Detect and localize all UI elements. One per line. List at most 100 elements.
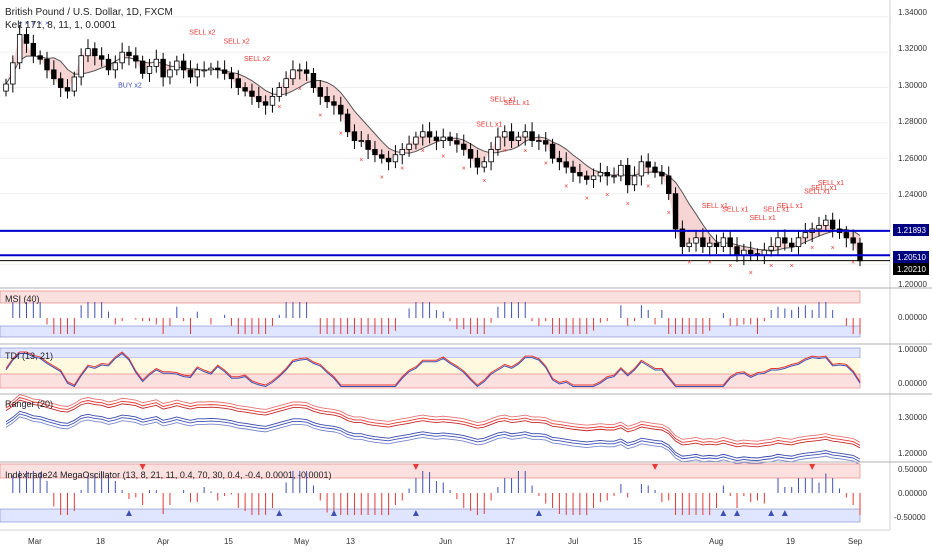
candle-body — [700, 237, 706, 248]
candle-body — [30, 42, 37, 57]
candle-body — [78, 55, 84, 78]
candle-body — [139, 60, 146, 74]
sell-cross-marker: × — [441, 153, 445, 160]
date-axis: Mar 18 Apr 15 May 13 Jun 17 Jul 15 Aug 1… — [28, 537, 863, 546]
candle-body — [631, 175, 638, 186]
date-tick: 19 — [786, 537, 795, 546]
mega-tick: -0.50000 — [894, 513, 926, 522]
candle-body — [146, 65, 153, 74]
candle-body — [713, 242, 720, 248]
date-tick: Jul — [568, 537, 578, 546]
buy-cross-marker: × — [45, 21, 49, 28]
sell-cross-marker: × — [667, 210, 671, 217]
sell-signal-label: SELL x1 — [722, 206, 748, 213]
candle-body — [850, 237, 856, 244]
sell-cross-marker: × — [400, 166, 404, 173]
buy-cross-marker: × — [18, 21, 22, 28]
candle-body — [44, 58, 50, 71]
date-tick: Sep — [848, 537, 863, 546]
plot-background — [0, 0, 890, 550]
buy-signal-label: BUY x2 — [118, 83, 142, 90]
candle-body — [829, 219, 836, 230]
sell-cross-marker: × — [544, 160, 548, 167]
candle-body — [372, 149, 378, 156]
mega-buy-triangle — [768, 510, 775, 516]
date-tick: Jun — [439, 537, 452, 546]
price-tick: 1.30000 — [898, 81, 927, 90]
candle-body — [297, 69, 303, 72]
candle-body — [823, 219, 829, 226]
sell-signal-label: SELL x1 — [811, 185, 837, 192]
tdi-fast-line — [5, 351, 861, 386]
mega-tick: 0.00000 — [898, 489, 927, 498]
candle-body — [590, 175, 597, 180]
candle-body — [672, 193, 679, 230]
sell-cross-marker: × — [851, 259, 855, 266]
candle-body — [92, 48, 98, 57]
sell-cross-marker: × — [277, 104, 281, 111]
buy-cross-marker: × — [31, 21, 35, 28]
candle-body — [782, 237, 788, 244]
candle-body — [180, 60, 187, 71]
candle-body — [420, 131, 426, 138]
msi-tick: 0.00000 — [898, 313, 927, 322]
candle-body — [816, 225, 822, 230]
chart-title: British Pound / U.S. Dollar, 1D, FXCM — [5, 7, 173, 18]
price-tick: 1.28000 — [898, 117, 927, 126]
candle-body — [344, 113, 351, 133]
channel-midline — [5, 55, 861, 252]
ranger-tick: 1.20000 — [898, 449, 927, 458]
candle-body — [358, 140, 364, 142]
level-tag-3: 1.20210 — [893, 263, 929, 275]
mega-pane — [0, 463, 861, 523]
mega-buy-triangle — [734, 510, 741, 516]
ranger-band-line — [5, 416, 861, 466]
mega-buy-triangle — [535, 510, 542, 516]
axis-layer — [0, 287, 932, 463]
price-tick: 1.32000 — [898, 44, 927, 53]
mega-sell-triangle — [652, 464, 659, 470]
candle-body — [584, 175, 590, 180]
candle-body — [454, 140, 460, 145]
candle-body — [399, 149, 405, 156]
sell-signal-label: SELL x1 — [750, 215, 776, 222]
msi-upper-zone — [0, 290, 861, 304]
candle-body — [379, 154, 385, 159]
date-tick: 17 — [506, 537, 515, 546]
date-tick: 15 — [224, 537, 233, 546]
candle-body — [324, 95, 330, 103]
candle-body — [242, 87, 248, 92]
mega-sell-triangle — [809, 464, 816, 470]
ranger-label: Ranger (20) — [5, 399, 53, 409]
candle-body — [488, 149, 494, 163]
sell-cross-marker: × — [626, 201, 630, 208]
sell-cross-marker: × — [646, 183, 650, 190]
sell-cross-marker: × — [605, 192, 609, 199]
candle-body — [215, 67, 221, 71]
candle-body — [385, 157, 392, 163]
candle-body — [133, 55, 139, 62]
candle-body — [98, 55, 105, 60]
sell-cross-marker: × — [482, 178, 486, 185]
candle-body — [474, 157, 481, 168]
sell-cross-marker: × — [380, 174, 384, 181]
candle-body — [686, 242, 692, 248]
candle-body — [727, 237, 733, 248]
candle-body — [64, 87, 71, 92]
candle-body — [549, 143, 556, 159]
candle-body — [406, 143, 412, 150]
mega-sell-triangle — [139, 464, 146, 470]
sell-cross-marker: × — [339, 130, 343, 137]
candle-body — [187, 69, 194, 78]
mega-buy-triangle — [720, 510, 727, 516]
sell-cross-marker: × — [790, 263, 794, 270]
sell-cross-marker: × — [564, 183, 568, 190]
candle-body — [857, 242, 863, 262]
candle-body — [467, 149, 474, 159]
candle-body — [679, 228, 686, 248]
msi-pane — [0, 290, 861, 338]
candle-body — [276, 87, 282, 97]
